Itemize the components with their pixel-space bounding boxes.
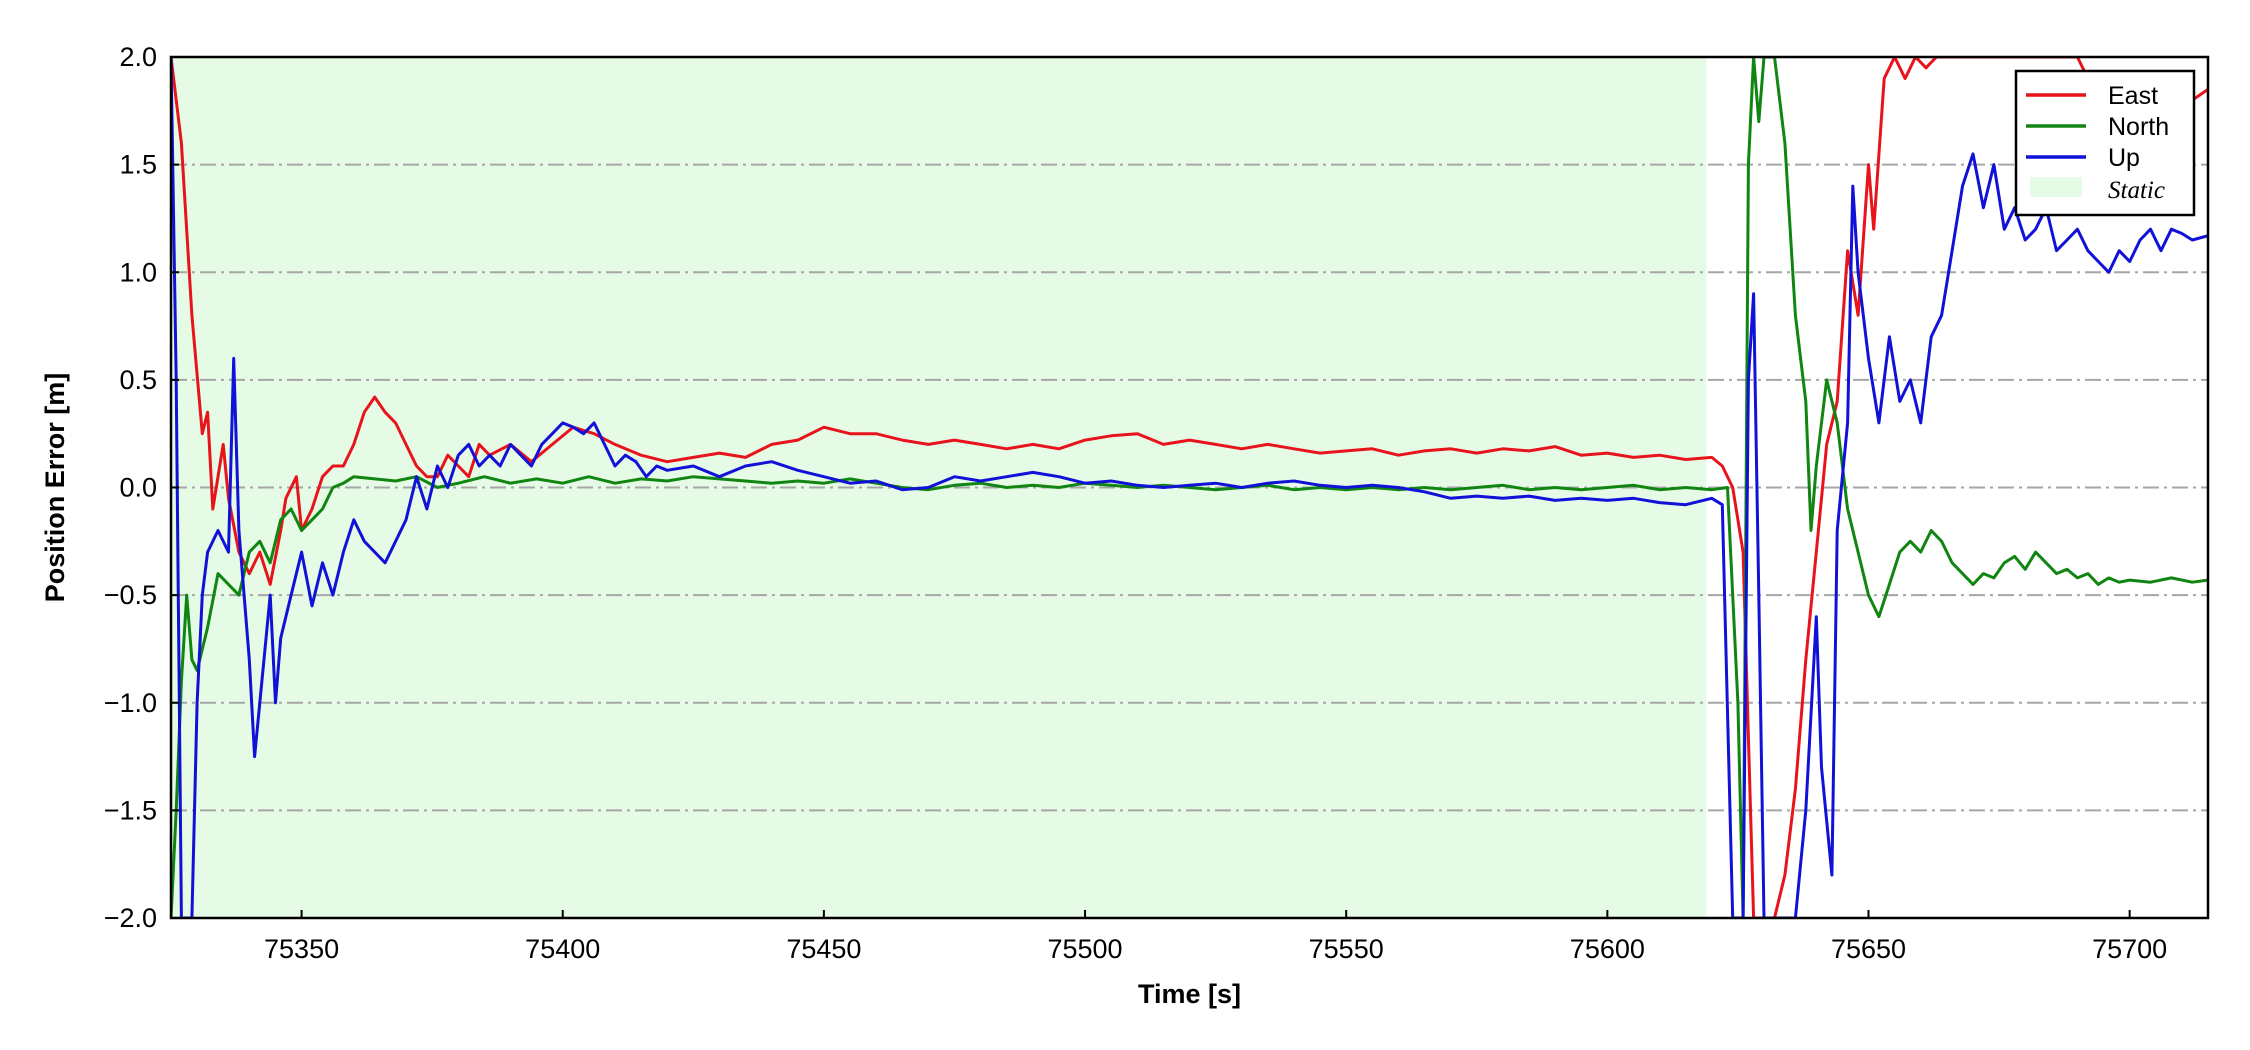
x-tick-label: 75650 (1831, 934, 1906, 964)
y-tick-label: −2.0 (104, 903, 157, 933)
y-tick-label: −1.5 (104, 795, 157, 825)
series-line-north (171, 57, 2208, 918)
legend-label-east: East (2108, 82, 2158, 110)
y-axis-ticks: −2.0 −1.5 −1.0 −0.5 0.0 0.5 1.0 1.5 2.0 (104, 42, 179, 933)
y-tick-label: 0.5 (119, 365, 157, 395)
y-tick-label: 1.0 (119, 257, 157, 287)
series-line-east (171, 57, 2208, 918)
y-axis-title: Position Error [m] (40, 373, 70, 603)
legend: East North Up Static (2014, 69, 2196, 217)
series-lines (171, 57, 2208, 918)
legend-label-north: North (2108, 113, 2169, 141)
x-tick-label: 75350 (264, 934, 339, 964)
series-line-up (171, 57, 2208, 918)
x-tick-label: 75600 (1570, 934, 1645, 964)
x-tick-label: 75400 (525, 934, 600, 964)
x-axis-ticks: 75350 75400 75450 75500 75550 75600 75650 75700 (264, 910, 2167, 964)
y-tick-label: 2.0 (119, 42, 157, 72)
y-tick-label: −0.5 (104, 580, 157, 610)
legend-label-up: Up (2108, 144, 2140, 172)
y-tick-label: −1.0 (104, 688, 157, 718)
x-tick-label: 75450 (786, 934, 861, 964)
y-tick-label: 0.0 (119, 473, 157, 503)
x-axis-title: Time [s] (1138, 979, 1241, 1009)
x-tick-label: 75700 (2092, 934, 2167, 964)
x-tick-label: 75500 (1047, 934, 1122, 964)
y-tick-label: 1.5 (119, 150, 157, 180)
legend-swatch-static (2030, 177, 2082, 197)
x-tick-label: 75550 (1309, 934, 1384, 964)
legend-label-static: Static (2108, 177, 2165, 204)
